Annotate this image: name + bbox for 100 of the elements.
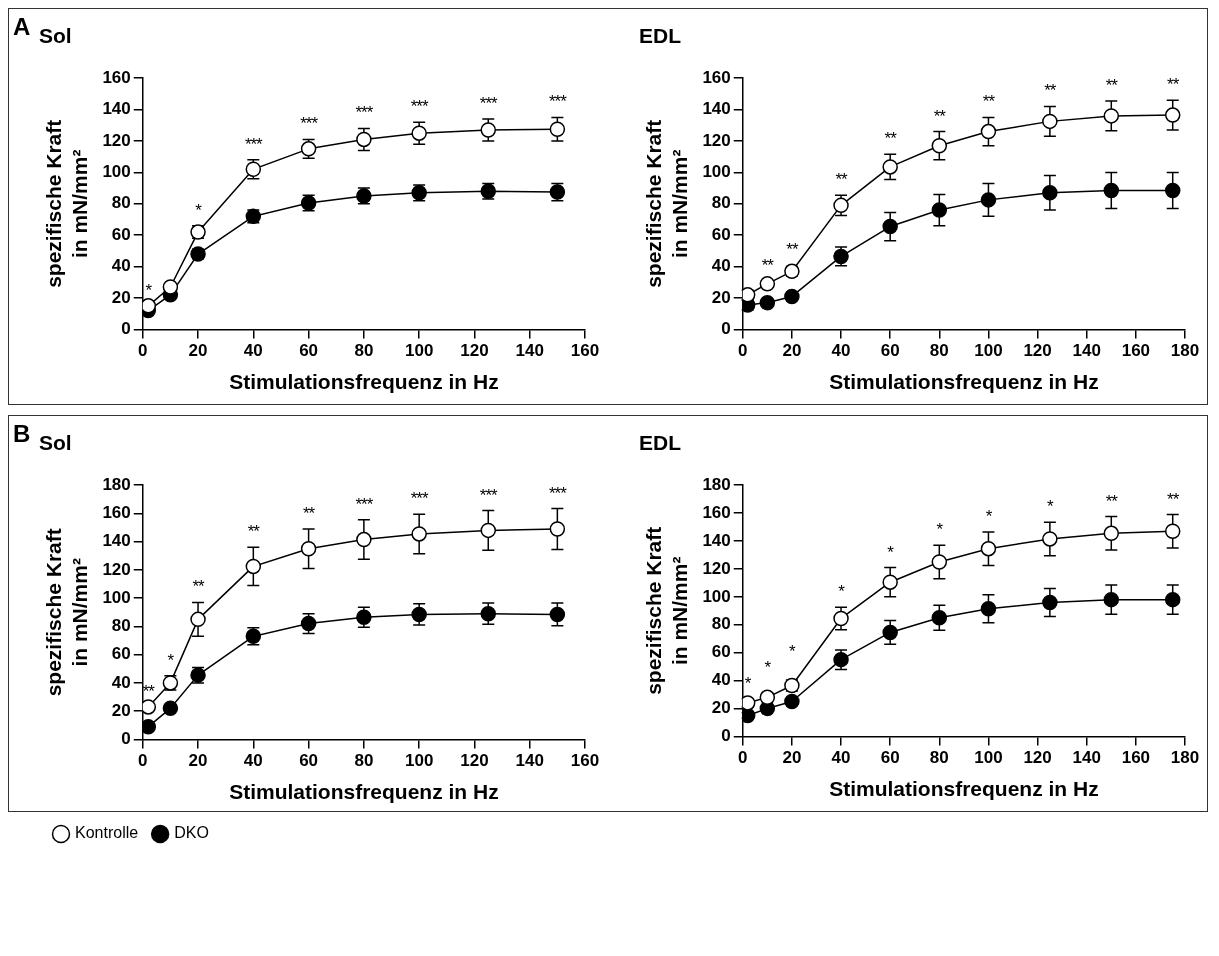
annotation: *** — [409, 96, 429, 116]
text: A — [13, 13, 31, 41]
x-tick-label: 40 — [831, 748, 851, 768]
x-tick-label: 100 — [974, 748, 1003, 768]
x-tick-label: 140 — [1072, 341, 1101, 361]
annotation: ** — [981, 91, 996, 111]
annotation: ** — [1043, 80, 1057, 100]
x-axis-title: Stimulationsfrequenz in Hz — [829, 777, 1099, 801]
text: B — [13, 420, 31, 448]
x-tick-label: 60 — [880, 341, 900, 361]
x-tick-label: 0 — [738, 748, 748, 768]
y-tick-label: 140 — [102, 531, 131, 551]
annotation: ** — [760, 255, 774, 275]
y-tick-label: 100 — [702, 162, 731, 182]
y-tick-label: 120 — [102, 130, 131, 150]
annotation: *** — [409, 488, 429, 508]
annotation: * — [194, 200, 202, 220]
annotation: *** — [299, 113, 319, 133]
x-tick-label: 80 — [929, 748, 949, 768]
annotation: ** — [785, 239, 799, 259]
chart-title: Sol — [39, 24, 72, 48]
y-tick-label: 60 — [711, 224, 731, 244]
chart-title: EDL — [639, 24, 682, 48]
annotation: ** — [1104, 491, 1118, 511]
x-tick-label: 80 — [354, 341, 374, 361]
y-tick-label: 160 — [102, 67, 131, 87]
annotation: *** — [547, 483, 567, 502]
x-tick-label: 20 — [188, 341, 208, 361]
y-tick-label: 180 — [702, 474, 731, 494]
x-tick-label: 80 — [354, 751, 374, 771]
x-tick-label: 0 — [138, 341, 148, 361]
annotation: * — [837, 581, 845, 601]
x-tick-label: 120 — [460, 341, 489, 361]
x-tick-label: 120 — [1023, 341, 1052, 361]
annotation: * — [788, 641, 796, 661]
x-tick-label: 100 — [404, 751, 434, 771]
x-tick-label: 20 — [782, 341, 802, 361]
x-tick-label: 160 — [570, 751, 600, 771]
annotation: * — [1046, 496, 1054, 516]
y-tick-label: 180 — [102, 474, 131, 494]
y-tick-label: 100 — [102, 162, 131, 182]
annotation: *** — [547, 91, 567, 111]
y-tick-label: 40 — [711, 256, 731, 276]
x-tick-label: 140 — [515, 751, 544, 771]
y-axis-title: spezifische Kraft in mN/mm² — [42, 528, 91, 697]
x-tick-label: 20 — [782, 748, 802, 768]
y-tick-label: 60 — [111, 224, 131, 244]
annotation: ** — [1166, 489, 1180, 508]
annotation: * — [144, 280, 153, 300]
y-tick-label: 160 — [702, 67, 731, 87]
legend-label: DKO — [174, 824, 209, 842]
x-tick-label: 140 — [1072, 748, 1101, 768]
y-tick-label: 40 — [111, 672, 131, 692]
x-tick-label: 120 — [1023, 748, 1052, 768]
y-tick-label: 80 — [711, 614, 731, 634]
y-tick-label: 160 — [102, 503, 131, 523]
chart-title: Sol — [39, 431, 72, 455]
x-tick-label: 0 — [738, 341, 748, 361]
annotation: * — [886, 542, 894, 562]
y-tick-label: 60 — [111, 644, 131, 664]
annotation: *** — [243, 134, 263, 154]
annotation: ** — [141, 681, 155, 701]
y-tick-label: 0 — [721, 726, 731, 746]
y-tick-label: 80 — [711, 193, 731, 213]
y-tick-label: 140 — [702, 99, 731, 119]
y-axis-title: spezifische Kraft in mN/mm² — [42, 119, 91, 288]
y-tick-label: 0 — [121, 729, 131, 749]
y-tick-label: 60 — [711, 642, 731, 662]
annotation: ** — [834, 169, 848, 189]
annotation: *** — [478, 485, 498, 505]
chart-title: EDL — [639, 431, 682, 455]
annotation: ** — [883, 128, 897, 148]
y-tick-label: 20 — [111, 287, 131, 307]
x-tick-label: 40 — [243, 751, 263, 771]
y-tick-label: 140 — [702, 530, 731, 550]
x-tick-label: 180 — [1170, 341, 1200, 361]
x-tick-label: 80 — [929, 341, 949, 361]
y-tick-label: 20 — [711, 287, 731, 307]
x-tick-label: 180 — [1170, 748, 1200, 768]
annotation: *** — [478, 93, 498, 113]
x-tick-label: 20 — [188, 751, 208, 771]
annotation: *** — [354, 494, 374, 514]
annotation: ** — [932, 106, 946, 126]
y-tick-label: 120 — [702, 558, 731, 578]
legend-label: Kontrolle — [75, 824, 139, 842]
x-tick-label: 60 — [299, 751, 319, 771]
y-tick-label: 0 — [121, 319, 131, 339]
y-tick-label: 80 — [111, 616, 131, 636]
annotation: * — [743, 673, 752, 693]
annotation: ** — [302, 503, 316, 523]
y-tick-label: 20 — [711, 698, 731, 718]
y-tick-label: 120 — [702, 130, 731, 150]
x-axis-title: Stimulationsfrequenz in Hz — [829, 370, 1099, 394]
y-tick-label: 160 — [702, 502, 731, 522]
x-tick-label: 40 — [831, 341, 851, 361]
y-tick-label: 140 — [102, 99, 131, 119]
x-tick-label: 160 — [1121, 748, 1151, 768]
y-tick-label: 100 — [102, 587, 131, 607]
annotation: * — [763, 657, 772, 677]
y-axis-title: spezifische Kraft in mN/mm² — [642, 526, 691, 695]
